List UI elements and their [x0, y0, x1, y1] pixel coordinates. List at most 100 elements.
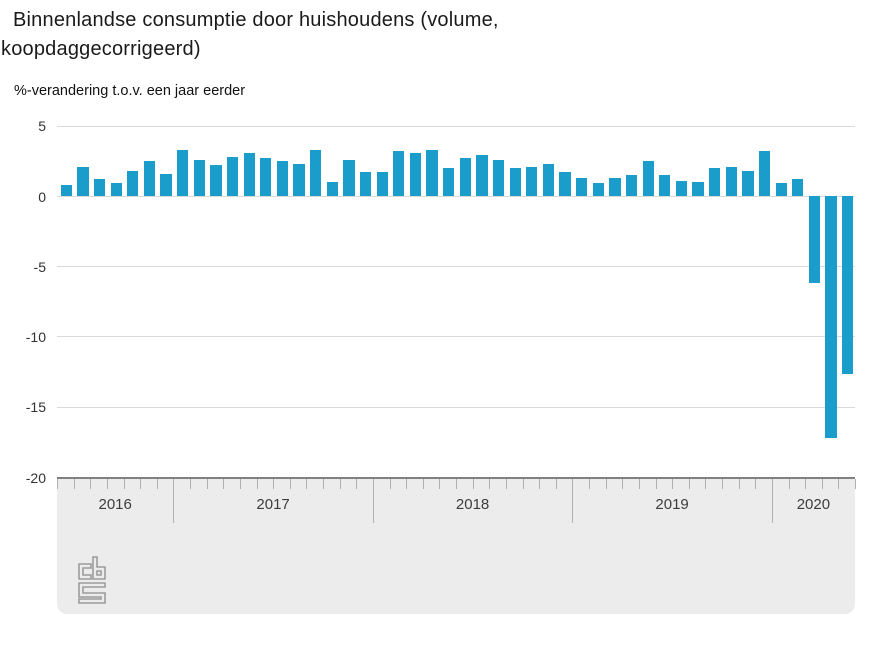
bar-2016-07 — [77, 166, 89, 196]
y-axis-label: -5 — [33, 258, 46, 275]
gridline-5 — [57, 125, 855, 127]
bar-2017-08 — [293, 163, 305, 196]
month-tick — [439, 479, 441, 489]
gridline--10 — [57, 336, 855, 338]
gridline--5 — [57, 266, 855, 268]
month-tick — [838, 479, 840, 489]
gridline--15 — [57, 406, 855, 408]
bar-2019-08 — [692, 182, 704, 196]
month-tick — [389, 479, 391, 489]
y-axis-label: -15 — [25, 399, 46, 416]
month-tick — [57, 479, 58, 489]
bar-2016-09 — [110, 183, 122, 196]
year-divider — [372, 479, 374, 523]
month-tick — [788, 479, 790, 489]
month-tick — [605, 479, 607, 489]
bar-2017-07 — [276, 160, 289, 196]
bar-2017-01 — [177, 149, 189, 196]
month-tick — [505, 479, 507, 489]
month-tick — [273, 479, 275, 489]
month-tick — [688, 479, 690, 489]
x-axis-band: 2016 2017 2018 2019 2020 — [57, 477, 856, 614]
month-tick — [90, 479, 92, 489]
month-tick — [821, 479, 823, 489]
month-tick — [190, 479, 191, 489]
month-tick — [406, 479, 408, 489]
cbs-logo-letter-s — [78, 582, 106, 604]
bar-2017-10 — [326, 182, 338, 196]
month-tick — [705, 479, 707, 489]
month-tick — [622, 479, 624, 489]
bar-2019-07 — [675, 180, 688, 196]
month-tick — [206, 479, 208, 489]
cbs-logo-letter-b — [92, 556, 106, 580]
bar-2019-03 — [609, 177, 621, 196]
month-tick — [539, 479, 541, 489]
bar-2017-11 — [343, 159, 355, 196]
bar-2017-09 — [310, 149, 322, 196]
bar-2017-03 — [210, 165, 222, 196]
bar-2016-12 — [160, 173, 172, 196]
bar-2018-06 — [459, 158, 471, 196]
bar-2016-10 — [127, 170, 139, 196]
month-tick — [289, 479, 291, 489]
month-tick — [323, 479, 324, 489]
month-tick — [156, 479, 158, 489]
year-divider — [572, 479, 574, 523]
bar-2018-09 — [509, 167, 521, 196]
bar-2019-04 — [625, 174, 638, 196]
bar-2019-01 — [576, 177, 588, 196]
month-tick — [223, 479, 225, 489]
month-tick — [638, 479, 640, 489]
bar-2017-05 — [243, 152, 255, 196]
cbs-logo-letter-c — [78, 563, 92, 580]
bar-2020-02 — [792, 179, 804, 196]
bar-2020-04 — [825, 196, 837, 438]
month-tick — [755, 479, 757, 489]
year-label-2020: 2020 — [796, 496, 831, 513]
bar-2017-06 — [260, 158, 272, 196]
month-tick — [256, 479, 258, 489]
y-axis-label: -10 — [25, 328, 46, 345]
year-label-2016: 2016 — [98, 496, 132, 513]
month-tick — [306, 479, 308, 489]
month-tick — [555, 479, 557, 489]
gridline-0 — [57, 196, 855, 197]
bar-2020-05 — [842, 196, 854, 375]
y-axis-label: 0 — [38, 188, 46, 205]
bar-2018-01 — [376, 172, 388, 196]
bar-2019-11 — [742, 170, 754, 196]
chart-subtitle: %-verandering t.o.v. een jaar eerder — [14, 83, 246, 99]
bar-2018-10 — [526, 166, 538, 196]
bar-2017-02 — [193, 159, 205, 196]
y-axis-label: -20 — [25, 469, 46, 486]
month-tick — [589, 479, 590, 489]
bar-2017-04 — [226, 156, 239, 196]
month-tick — [140, 479, 142, 489]
month-tick — [422, 479, 424, 489]
year-divider — [173, 479, 175, 523]
bar-2018-02 — [393, 151, 405, 196]
month-tick — [655, 479, 657, 489]
bar-2019-12 — [758, 151, 771, 196]
bar-2018-08 — [492, 159, 505, 196]
y-axis-label: 5 — [38, 118, 46, 135]
month-tick — [472, 479, 474, 489]
month-tick — [522, 479, 524, 489]
year-label-2019: 2019 — [655, 496, 689, 513]
month-tick — [106, 479, 108, 489]
month-tick — [239, 479, 241, 489]
bar-2018-04 — [426, 149, 438, 196]
month-tick — [805, 479, 807, 489]
year-label-2017: 2017 — [256, 496, 290, 513]
month-tick — [672, 479, 674, 489]
bar-2018-12 — [559, 172, 571, 196]
bar-2018-03 — [409, 152, 422, 196]
month-tick — [356, 479, 358, 489]
month-tick — [456, 479, 457, 489]
cbs-logo — [78, 556, 106, 604]
month-tick — [855, 479, 856, 489]
month-tick — [722, 479, 723, 489]
chart-title: Binnenlandse consumptie door huishoudens… — [1, 9, 499, 60]
